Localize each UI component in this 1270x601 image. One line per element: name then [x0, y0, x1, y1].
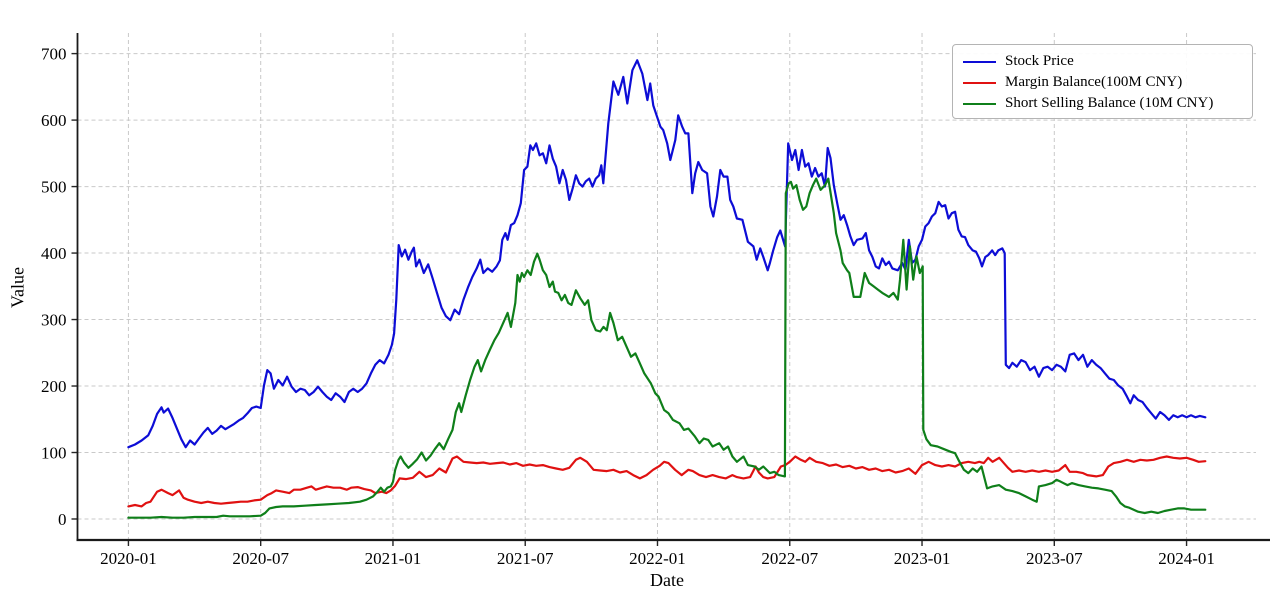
svg-text:600: 600	[41, 111, 67, 130]
svg-text:2022-07: 2022-07	[761, 549, 818, 568]
stock-price-line-swatch-icon	[963, 60, 996, 63]
svg-text:100: 100	[41, 444, 67, 463]
margin-balance-line-swatch-icon	[963, 81, 996, 84]
svg-text:2023-01: 2023-01	[894, 549, 951, 568]
svg-text:500: 500	[41, 178, 67, 197]
svg-text:2023-07: 2023-07	[1026, 549, 1083, 568]
y-axis-label: Value	[7, 267, 28, 308]
stock-price-line	[127, 59, 1207, 449]
legend-label: Short Selling Balance (10M CNY)	[1005, 95, 1214, 111]
svg-text:700: 700	[41, 45, 67, 64]
svg-text:300: 300	[41, 311, 67, 330]
legend-item-margin-balance: Margin Balance(100M CNY)	[963, 72, 1244, 93]
short-selling-line-swatch-icon	[963, 102, 996, 105]
svg-text:200: 200	[41, 377, 67, 396]
svg-text:2021-07: 2021-07	[497, 549, 554, 568]
axis-spines	[76, 33, 1270, 542]
svg-text:2024-01: 2024-01	[1158, 549, 1215, 568]
svg-text:400: 400	[41, 244, 67, 263]
margin-balance-line	[127, 455, 1207, 508]
x-tick-labels: 2020-01 2020-07 2021-01 2021-07 2022-01 2022-…	[100, 549, 1215, 568]
svg-text:2022-01: 2022-01	[629, 549, 686, 568]
svg-text:2020-01: 2020-01	[100, 549, 157, 568]
y-tick-labels: 0 100 200 300 400 500 600 700	[41, 45, 67, 529]
legend-item-stock-price: Stock Price	[963, 51, 1244, 72]
legend-label: Margin Balance(100M CNY)	[1005, 74, 1183, 90]
x-axis-label: Date	[650, 570, 684, 590]
svg-text:2020-07: 2020-07	[232, 549, 289, 568]
legend-item-short-selling-balance: Short Selling Balance (10M CNY)	[963, 93, 1244, 114]
svg-text:0: 0	[58, 510, 67, 529]
svg-text:2021-01: 2021-01	[365, 549, 422, 568]
legend-label: Stock Price	[1005, 53, 1074, 69]
short-selling-balance-line	[127, 177, 1207, 519]
legend-box: Stock Price Margin Balance(100M CNY) Sho…	[952, 44, 1253, 119]
